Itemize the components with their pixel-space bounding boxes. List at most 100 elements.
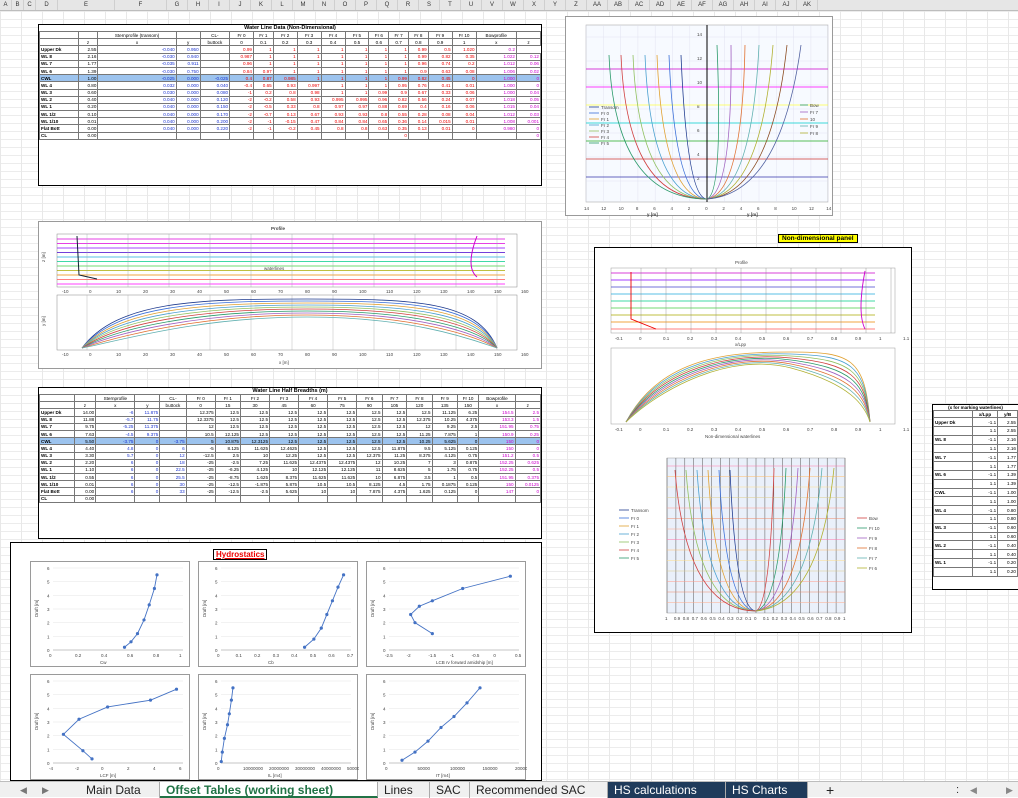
- table-cell[interactable]: WL 2: [933, 540, 973, 551]
- table-cell[interactable]: 0.97: [320, 102, 346, 112]
- table-cell[interactable]: WL 1: [933, 557, 973, 568]
- column-header-d[interactable]: D: [36, 0, 58, 10]
- hydrostatic-chart[interactable]: Draft [m] 6 5 4 3 2 1 00 50000 100000 150000 200000…: [366, 674, 531, 780]
- table-cell[interactable]: -8.75: [214, 473, 241, 482]
- table-cell[interactable]: -2.5: [214, 458, 241, 467]
- table-cell[interactable]: 11.625: [327, 473, 358, 482]
- table-cell[interactable]: x: [97, 38, 177, 47]
- table-cell[interactable]: 1: [368, 74, 390, 83]
- table-cell[interactable]: 0.015: [427, 117, 453, 126]
- table-cell[interactable]: 0.5: [456, 473, 480, 482]
- table-cell[interactable]: 1.77: [997, 452, 1018, 463]
- table-cell[interactable]: 12.5: [381, 415, 408, 424]
- table-cell[interactable]: 0.125: [431, 487, 458, 496]
- table-cell[interactable]: 0.69: [388, 102, 409, 112]
- table-cell[interactable]: 0.000: [175, 88, 201, 97]
- table-cell[interactable]: -1: [229, 88, 254, 97]
- table-cell[interactable]: 0.35: [388, 124, 409, 133]
- table-cell[interactable]: WL 1/2: [39, 473, 75, 482]
- table-cell[interactable]: 0.06: [451, 102, 477, 112]
- table-cell[interactable]: -1.1: [971, 505, 999, 515]
- table-cell[interactable]: 12.5: [239, 429, 271, 439]
- table-cell[interactable]: 10: [327, 487, 358, 496]
- table-cell[interactable]: 0.04: [515, 88, 542, 97]
- table-cell[interactable]: Fr 4: [298, 393, 329, 403]
- table-cell[interactable]: [406, 494, 433, 503]
- table-cell[interactable]: 12.125: [214, 429, 241, 439]
- table-cell[interactable]: 0.9: [427, 38, 453, 47]
- table-cell[interactable]: 2.55: [77, 45, 99, 54]
- table-cell[interactable]: 1: [368, 45, 390, 54]
- table-cell[interactable]: [39, 393, 75, 403]
- table-cell[interactable]: 1.00: [77, 74, 99, 83]
- table-cell[interactable]: 10.5: [298, 480, 329, 489]
- table-cell[interactable]: 12.3375: [185, 415, 216, 424]
- table-cell[interactable]: 0.987: [229, 52, 254, 61]
- table-cell[interactable]: [456, 494, 480, 503]
- table-cell[interactable]: 0.05: [515, 95, 542, 104]
- column-header-b[interactable]: B: [12, 0, 24, 10]
- table-cell[interactable]: -25: [185, 480, 216, 489]
- table-cell[interactable]: 0.00: [73, 494, 97, 503]
- table-cell[interactable]: [298, 494, 329, 503]
- table-cell[interactable]: [933, 461, 973, 471]
- table-cell[interactable]: 0.06: [451, 88, 477, 97]
- table-cell[interactable]: 0: [134, 473, 161, 482]
- table-cell[interactable]: 0.5: [427, 45, 453, 54]
- table-cell[interactable]: -25: [185, 473, 216, 482]
- table-cell[interactable]: y/B: [997, 409, 1018, 419]
- table-cell[interactable]: 0: [134, 465, 161, 475]
- table-cell[interactable]: 1: [388, 52, 409, 61]
- table-cell[interactable]: 135: [431, 401, 458, 410]
- table-cell[interactable]: 150: [478, 444, 516, 453]
- table-cell[interactable]: 1.00: [997, 496, 1018, 507]
- column-header-u[interactable]: U: [461, 0, 482, 10]
- table-cell[interactable]: 0.00: [77, 124, 99, 133]
- table-cell[interactable]: 152.25: [478, 465, 516, 475]
- table-cell[interactable]: [73, 393, 97, 403]
- table-cell[interactable]: WL 3: [39, 88, 79, 97]
- table-cell[interactable]: 12.5: [381, 437, 408, 446]
- table-cell[interactable]: -0.2: [272, 124, 298, 133]
- table-cell[interactable]: 0.88: [368, 102, 390, 112]
- table-cell[interactable]: 1: [344, 81, 370, 90]
- column-header-c[interactable]: C: [24, 0, 36, 10]
- table-cell[interactable]: Fr 9: [427, 30, 453, 40]
- table-cell[interactable]: 0: [514, 487, 542, 496]
- table-cell[interactable]: 0.13: [272, 110, 298, 119]
- table-cell[interactable]: 0.040: [97, 124, 177, 133]
- table-cell[interactable]: 0: [134, 487, 161, 496]
- table-cell[interactable]: 1: [320, 45, 346, 54]
- table-cell[interactable]: 1.000: [475, 74, 517, 83]
- table-cell[interactable]: 0.040: [97, 117, 177, 126]
- table-cell[interactable]: 0: [134, 444, 161, 453]
- table-cell[interactable]: Fr 2: [239, 393, 271, 403]
- table-cell[interactable]: 7.63: [73, 429, 97, 439]
- sheet-tab-hs-charts[interactable]: HS Charts: [726, 782, 808, 798]
- table-cell[interactable]: 0.8: [368, 110, 390, 119]
- table-cell[interactable]: 152.25: [478, 458, 516, 467]
- table-cell[interactable]: WL 4: [39, 444, 75, 453]
- table-cell[interactable]: 0.20: [997, 557, 1018, 568]
- table-cell[interactable]: 9.375: [134, 429, 161, 439]
- table-cell[interactable]: 0.2: [451, 59, 477, 68]
- table-cell[interactable]: 0.150: [199, 102, 231, 112]
- table-cell[interactable]: buttock: [199, 38, 231, 47]
- table-cell[interactable]: 151.95: [478, 422, 516, 431]
- table-cell[interactable]: [933, 478, 973, 489]
- table-cell[interactable]: 11.875: [134, 408, 161, 417]
- table-cell[interactable]: [39, 401, 75, 410]
- table-cell[interactable]: 1: [272, 52, 298, 61]
- table-cell[interactable]: 0.99: [229, 45, 254, 54]
- table-cell[interactable]: [199, 52, 231, 61]
- table-cell[interactable]: -1: [253, 124, 274, 133]
- table-cell[interactable]: 0.2: [272, 38, 298, 47]
- table-cell[interactable]: 12.5: [298, 429, 329, 439]
- table-cell[interactable]: 0.000: [175, 117, 201, 126]
- column-header-e[interactable]: E: [58, 0, 115, 10]
- table-cell[interactable]: 0.75: [456, 451, 480, 460]
- table-cell[interactable]: WL 4: [933, 505, 973, 515]
- table-cell[interactable]: 2.55: [997, 425, 1018, 436]
- table-cell[interactable]: 0.200: [199, 117, 231, 126]
- column-header-ab[interactable]: AB: [608, 0, 629, 10]
